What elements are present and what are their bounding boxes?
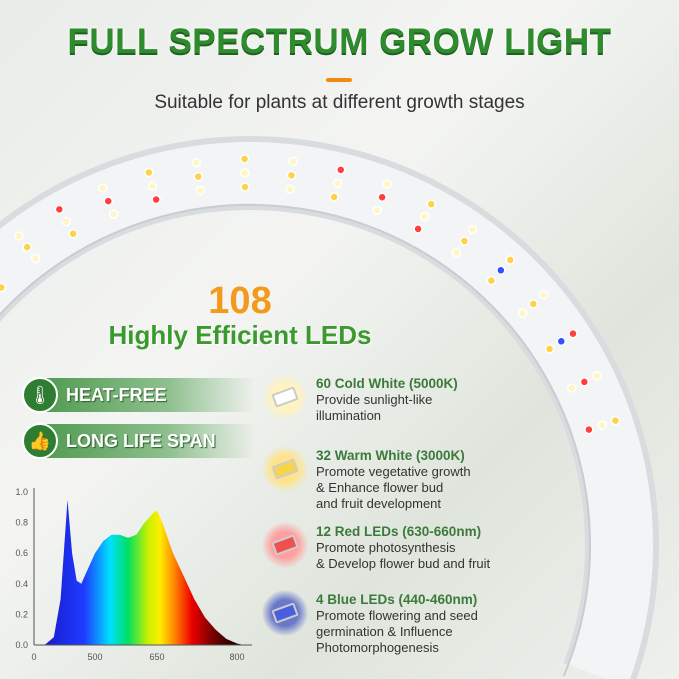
y-tick-label: 0.2 [15, 609, 28, 619]
led-dot [329, 192, 339, 202]
badge-heat-free: 🌡 HEAT-FREE [22, 377, 255, 413]
thumbs-up-icon: 👍 [22, 423, 58, 459]
led-type-title: 4 Blue LEDs (440-460nm) [316, 592, 478, 607]
led-dot [195, 185, 205, 196]
led-dot [68, 228, 78, 239]
led-dot [0, 282, 7, 293]
led-type-description: Promote photosynthesis [316, 540, 456, 555]
ring-band [0, 203, 591, 677]
led-dot [419, 211, 430, 222]
led-type-item: 12 Red LEDs (630-660nm) Promote photosynt… [262, 522, 491, 572]
led-dot [505, 255, 516, 265]
led-dot [98, 183, 108, 193]
badge-long-life: 👍 LONG LIFE SPAN [22, 423, 255, 459]
led-dot [240, 168, 250, 178]
led-dot [30, 253, 41, 264]
led-chip-icon [262, 374, 308, 420]
led-dot [610, 415, 621, 426]
led-dot [147, 181, 158, 191]
led-dot [372, 205, 382, 216]
led-dot [597, 420, 607, 430]
led-dot [14, 231, 24, 241]
led-dot [144, 167, 154, 178]
led-dot [61, 216, 72, 227]
badge-bar [40, 378, 255, 412]
led-chip-icon [262, 522, 308, 568]
led-chip-icon [262, 446, 308, 492]
subtitle: Suitable for plants at different growth … [154, 92, 525, 113]
led-chip-icon [262, 590, 308, 636]
led-dot [377, 192, 387, 202]
led-dot [288, 156, 298, 167]
led-dot [108, 209, 119, 219]
led-dot [336, 165, 346, 175]
led-dot [556, 336, 567, 347]
x-tick-label: 650 [149, 652, 164, 662]
led-type-description: Provide sunlight-like [316, 392, 433, 407]
led-dot [191, 158, 202, 168]
x-tick-label: 500 [87, 652, 102, 662]
led-type-title: 12 Red LEDs (630-660nm) [316, 524, 482, 539]
led-type-item: 60 Cold White (5000K) Provide sunlight-li… [262, 374, 458, 424]
led-dot [193, 171, 203, 182]
ring-band [0, 142, 653, 679]
led-dot [382, 179, 392, 189]
led-type-description: Photomorphogenesis [316, 640, 439, 655]
x-tick-label: 0 [31, 652, 36, 662]
led-dot [539, 290, 549, 300]
led-dot [459, 236, 470, 246]
x-tick-label: 800 [229, 652, 244, 662]
led-dot [579, 377, 590, 387]
led-dot [467, 224, 478, 235]
spectrum-area [44, 499, 244, 645]
badge-bar [40, 424, 255, 458]
led-type-title: 60 Cold White (5000K) [316, 376, 458, 391]
badge-label: LONG LIFE SPAN [66, 430, 216, 451]
led-dot [496, 265, 506, 276]
led-type-description: & Enhance flower bud [316, 480, 444, 495]
y-tick-label: 0.0 [15, 640, 28, 650]
led-count: 108 [208, 280, 272, 322]
y-tick-label: 0.6 [15, 548, 28, 558]
badge-label: HEAT-FREE [66, 384, 167, 405]
y-tick-label: 0.8 [15, 518, 28, 528]
led-dot [240, 182, 250, 192]
y-tick-label: 0.4 [15, 579, 28, 589]
led-dot [413, 224, 423, 234]
led-type-item: 4 Blue LEDs (440-460nm) Promote flowering… [262, 590, 478, 656]
led-dot [103, 196, 113, 206]
led-dot [54, 204, 65, 215]
page-title: FULL SPECTRUM GROW LIGHT [67, 22, 612, 61]
led-dot [239, 154, 250, 164]
accent-divider [326, 78, 352, 82]
led-type-item: 32 Warm White (3000K) Promote vegetative … [262, 446, 471, 512]
led-dot [332, 178, 343, 189]
led-type-description: illumination [316, 408, 382, 423]
led-dot [486, 275, 497, 286]
led-dot [426, 199, 436, 209]
spectrum-chart: 0 500 650 800 0.0 0.2 0.4 0.6 0.8 1.0 [15, 487, 252, 662]
headline: Highly Efficient LEDs [108, 320, 372, 350]
led-dot [286, 170, 297, 181]
thermometer-down-icon: 🌡 [22, 377, 58, 413]
led-dot [528, 299, 539, 309]
led-dot [584, 424, 594, 435]
led-dot [285, 184, 295, 194]
led-type-description: & Develop flower bud and fruit [316, 556, 491, 571]
led-dot [592, 371, 602, 381]
y-tick-label: 1.0 [15, 487, 28, 497]
led-dot [151, 194, 161, 205]
led-dot [567, 383, 577, 393]
led-dot [517, 308, 528, 318]
led-type-description: germination & Influence [316, 624, 453, 639]
led-dot [568, 328, 578, 339]
led-dot [22, 242, 32, 252]
led-dot [451, 247, 462, 258]
led-type-description: Promote vegetative growth [316, 464, 471, 479]
led-type-description: and fruit development [316, 496, 442, 511]
led-type-description: Promote flowering and seed [316, 608, 478, 623]
led-dot [544, 344, 555, 354]
led-type-title: 32 Warm White (3000K) [316, 448, 465, 463]
